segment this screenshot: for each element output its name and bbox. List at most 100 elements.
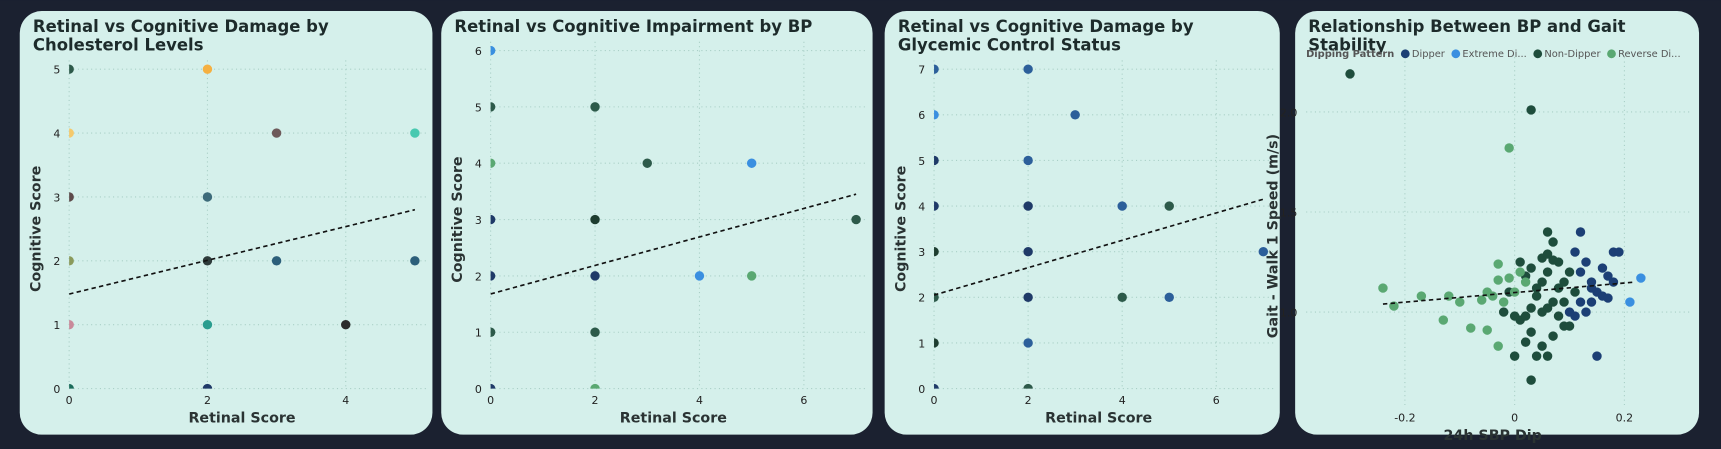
x-tick-label: 0 — [66, 394, 73, 407]
scatter-point — [1023, 338, 1033, 348]
legend-marker — [1607, 49, 1616, 59]
scatter-point — [1482, 325, 1492, 335]
scatter-point — [1493, 341, 1503, 351]
y-tick-label: 5 — [53, 64, 60, 77]
scatter-point — [1466, 323, 1476, 333]
scatter-point — [1520, 337, 1531, 347]
y-tick-label: 6 — [475, 45, 482, 58]
scatter-point — [1023, 201, 1033, 211]
scatter-point — [69, 128, 74, 138]
x-tick-label: 4 — [1119, 394, 1126, 407]
title-box: Retinal vs Cognitive Impairment by BP — [454, 18, 812, 36]
scatter-point — [1509, 351, 1520, 361]
trend-line — [934, 198, 1264, 296]
scatter-point — [1498, 307, 1509, 317]
scatter-point — [1378, 283, 1388, 293]
scatter-point — [1581, 257, 1591, 267]
x-tick-label: 4 — [696, 394, 703, 407]
scatter-point — [1575, 297, 1586, 307]
scatter-point — [1117, 292, 1127, 303]
y-tick-label: 4 — [53, 127, 60, 140]
scatter-point — [934, 110, 939, 120]
x-tick-label: 6 — [800, 394, 807, 407]
y-tick-label: 2 — [475, 270, 482, 283]
y-tick-label: 1.5 — [1280, 206, 1297, 219]
scatter-point — [490, 102, 496, 112]
scatter-point — [1581, 307, 1591, 317]
scatter-point — [934, 246, 939, 257]
scatter-point — [1603, 271, 1613, 281]
scatter-point — [1542, 227, 1553, 237]
title-box: Relationship Between BP and Gait Stabili… — [1308, 17, 1626, 55]
y-tick-label: 5 — [475, 101, 482, 114]
scatter-point — [1258, 246, 1269, 257]
scatter-point — [1564, 321, 1575, 331]
title-box: Retinal vs Cognitive Damage by Glycemic … — [897, 17, 1194, 55]
scatter-point — [1526, 263, 1536, 273]
y-tick-label: 3 — [918, 246, 925, 259]
scatter-point — [490, 158, 496, 168]
scatter-point — [934, 155, 939, 166]
scatter-point — [1564, 267, 1575, 277]
scatter-point — [1625, 297, 1635, 307]
y-tick-label: 2.0 — [1280, 106, 1297, 119]
title-box: Retinal vs Cognitive Damage by Cholester… — [32, 17, 329, 55]
scatter-point — [642, 158, 652, 168]
legend-marker — [1400, 49, 1410, 59]
x-tick-label: 0 — [487, 394, 494, 407]
scatter-point — [1559, 297, 1569, 307]
scatter-point — [490, 271, 496, 281]
y-tick-label: 4 — [918, 200, 925, 213]
scatter-point — [1542, 351, 1553, 361]
scatter-point — [1597, 263, 1608, 273]
scatter-point — [1553, 283, 1564, 293]
trend-line — [69, 208, 416, 295]
scatter-point — [1477, 295, 1487, 305]
x-tick-label: 4 — [342, 394, 349, 407]
scatter-point — [1564, 307, 1575, 317]
scatter-point — [1504, 273, 1514, 283]
scatter-point — [1023, 64, 1033, 74]
chart-title: Retinal vs Cognitive Damage by Cholester… — [32, 17, 329, 55]
y-tick-label: 4 — [475, 158, 482, 171]
scatter-point — [490, 45, 496, 56]
y-axis-label: Gait - Walk 1 Speed (m/s) — [1266, 134, 1282, 338]
scatter-point — [1164, 292, 1174, 303]
scatter-point — [271, 256, 282, 266]
scatter-point — [1531, 291, 1542, 301]
y-tick-label: 1 — [475, 327, 482, 340]
scatter-point — [1493, 259, 1503, 269]
legend: Dipping Pattern Dipper Extreme Di... Non-Di… — [1306, 49, 1680, 60]
panel-background — [19, 11, 433, 435]
x-tick-label: 2 — [204, 394, 211, 407]
x-tick-label: -0.2 — [1394, 412, 1415, 425]
y-axis-label: Cognitive Score — [29, 166, 45, 292]
chart-title: Relationship Between BP and Gait Stabili… — [1308, 17, 1626, 55]
chart-panel: Relationship Between BP and Gait Stabili… — [1266, 11, 1700, 444]
scatter-point — [490, 327, 496, 337]
y-tick-label: 6 — [918, 109, 925, 122]
scatter-point — [1537, 341, 1547, 351]
scatter-point — [1023, 292, 1033, 303]
scatter-point — [1520, 277, 1531, 287]
scatter-point — [1526, 327, 1536, 337]
scatter-point — [1559, 277, 1569, 287]
scatter-point — [746, 158, 757, 168]
chart-title: Retinal vs Cognitive Damage by Glycemic … — [897, 17, 1194, 55]
x-tick-label: 0.2 — [1616, 412, 1633, 425]
scatter-point — [1592, 351, 1602, 361]
y-tick-label: 7 — [918, 64, 925, 77]
y-tick-label: 0 — [53, 383, 60, 396]
scatter-point — [1023, 246, 1033, 257]
scatter-point — [341, 319, 351, 330]
scatter-point — [1608, 277, 1619, 287]
scatter-point — [1586, 297, 1597, 307]
scatter-point — [1070, 110, 1080, 120]
panel-background — [884, 11, 1280, 435]
x-axis-label: Retinal Score — [188, 411, 295, 427]
x-tick-label: 0 — [931, 394, 938, 407]
x-tick-label: 6 — [1213, 394, 1220, 407]
scatter-point — [202, 383, 213, 389]
scatter-point — [1526, 375, 1536, 385]
